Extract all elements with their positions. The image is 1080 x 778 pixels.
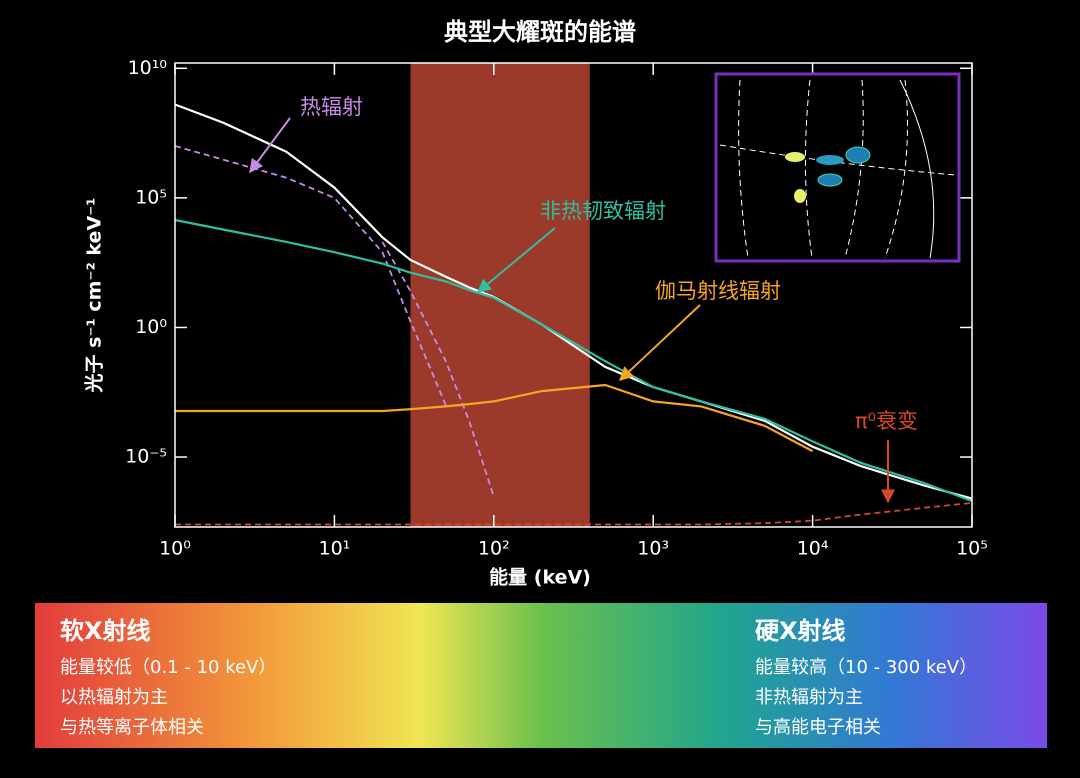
series-label: π⁰衰变 (855, 409, 918, 433)
annotation-arrow (249, 117, 291, 174)
x-tick-label: 10⁰ (159, 538, 191, 560)
band-text: 能量较高（10 - 300 keV） (755, 657, 977, 678)
band-text: 与热等离子体相关 (60, 717, 204, 738)
series-line (381, 241, 495, 497)
series-line (175, 502, 973, 526)
chart-title: 典型大耀斑的能谱 (444, 18, 636, 46)
y-tick-label: 10⁻⁵ (125, 446, 167, 468)
x-tick-label: 10⁵ (956, 538, 988, 560)
x-tick-label: 10¹ (319, 538, 351, 560)
series-label: 伽马射线辐射 (655, 279, 781, 303)
band-title: 硬X射线 (755, 617, 846, 645)
band-text: 以热辐射为主 (60, 687, 168, 708)
y-axis-label: 光子 s⁻¹ cm⁻² keV⁻¹ (83, 198, 106, 394)
band-text: 非热辐射为主 (755, 687, 863, 708)
series-line (174, 145, 447, 406)
y-tick-label: 10⁵ (135, 186, 167, 208)
band-text: 与高能电子相关 (755, 717, 881, 738)
series-line (174, 218, 973, 503)
x-tick-label: 10³ (637, 538, 669, 560)
x-axis-label: 能量 (keV) (489, 566, 591, 589)
annotation-arrow (476, 227, 556, 293)
inset-image (714, 72, 961, 263)
y-tick-label: 10⁰ (135, 316, 167, 338)
series-label: 热辐射 (300, 95, 363, 119)
spectrum-bar (35, 603, 1047, 748)
y-tick-label: 10¹⁰ (128, 57, 167, 79)
band-title: 软X射线 (60, 617, 151, 645)
plot-frame (174, 62, 973, 528)
series-line (175, 383, 814, 453)
annotation-arrow (618, 304, 701, 381)
band-text: 能量较低（0.1 - 10 keV） (60, 657, 276, 678)
energy-band (410, 63, 590, 527)
x-tick-label: 10⁴ (797, 538, 829, 560)
series-label: 非热韧致辐射 (540, 199, 666, 223)
x-tick-label: 10² (478, 538, 510, 560)
